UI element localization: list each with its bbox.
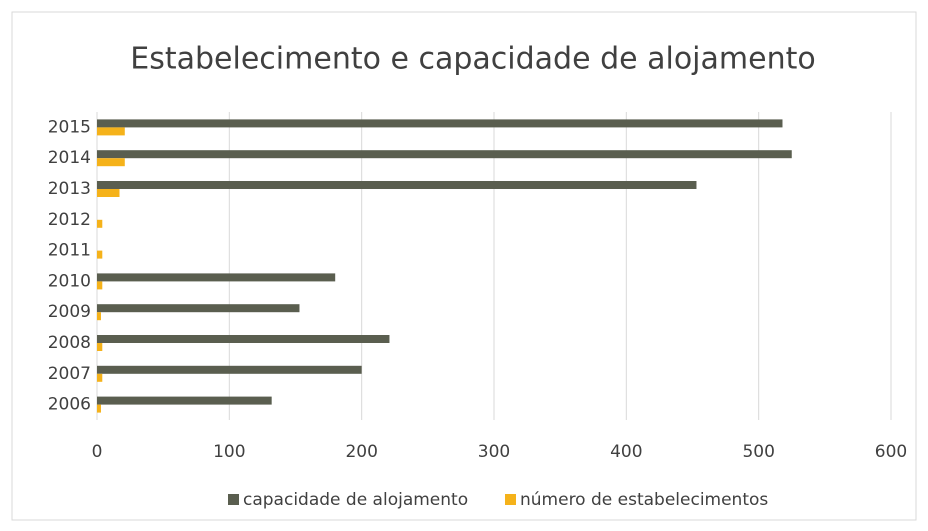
x-tick-label: 300: [478, 442, 510, 462]
legend-swatch: [505, 494, 516, 505]
bar: [97, 335, 390, 343]
y-tick-label: 2015: [48, 117, 91, 137]
legend-label: número de estabelecimentos: [520, 490, 768, 510]
x-tick-label: 500: [742, 442, 774, 462]
bar: [97, 119, 783, 128]
bar: [97, 250, 103, 259]
chart-frame: [11, 11, 917, 521]
bar: [97, 150, 792, 159]
bar: [97, 219, 103, 228]
bar: [97, 404, 101, 413]
bar: [97, 181, 697, 189]
bar: [97, 365, 362, 374]
y-tick-label: 2006: [48, 395, 91, 415]
y-tick-label: 2014: [48, 148, 91, 168]
bar: [97, 396, 272, 405]
y-tick-label: 2012: [48, 210, 91, 230]
bar: [97, 343, 103, 351]
legend-swatch: [228, 494, 239, 505]
chart-title: Estabelecimento e capacidade de alojamen…: [130, 42, 815, 77]
legend-label: capacidade de alojamento: [243, 490, 468, 510]
y-tick-label: 2009: [48, 302, 91, 322]
y-tick-label: 2010: [48, 271, 91, 291]
y-tick-label: 2008: [48, 333, 91, 353]
bar: [97, 273, 336, 282]
bar: [97, 373, 103, 382]
bar: [97, 312, 101, 321]
y-tick-label: 2013: [48, 179, 91, 199]
y-tick-label: 2007: [48, 364, 91, 384]
bar: [97, 189, 120, 197]
bar: [97, 304, 300, 313]
bar: [97, 281, 103, 290]
x-tick-label: 0: [92, 442, 103, 462]
x-tick-label: 600: [875, 442, 907, 462]
bar: [97, 158, 125, 167]
y-tick-label: 2011: [48, 241, 91, 261]
x-tick-label: 400: [610, 442, 642, 462]
x-tick-label: 100: [213, 442, 245, 462]
x-tick-label: 200: [345, 442, 377, 462]
bar: [97, 127, 125, 136]
